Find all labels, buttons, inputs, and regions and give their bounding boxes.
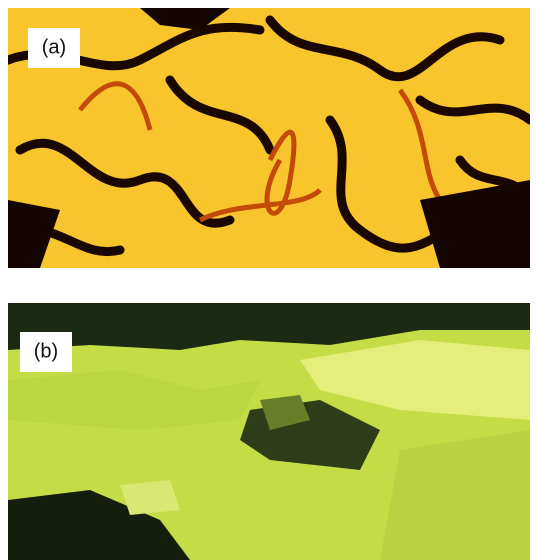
panel-a-image: [8, 8, 530, 268]
figure: (a) (b): [0, 0, 536, 560]
panel-label: (b): [34, 340, 58, 362]
panel-label: (a): [42, 36, 66, 58]
panel-b-image: [8, 303, 530, 560]
